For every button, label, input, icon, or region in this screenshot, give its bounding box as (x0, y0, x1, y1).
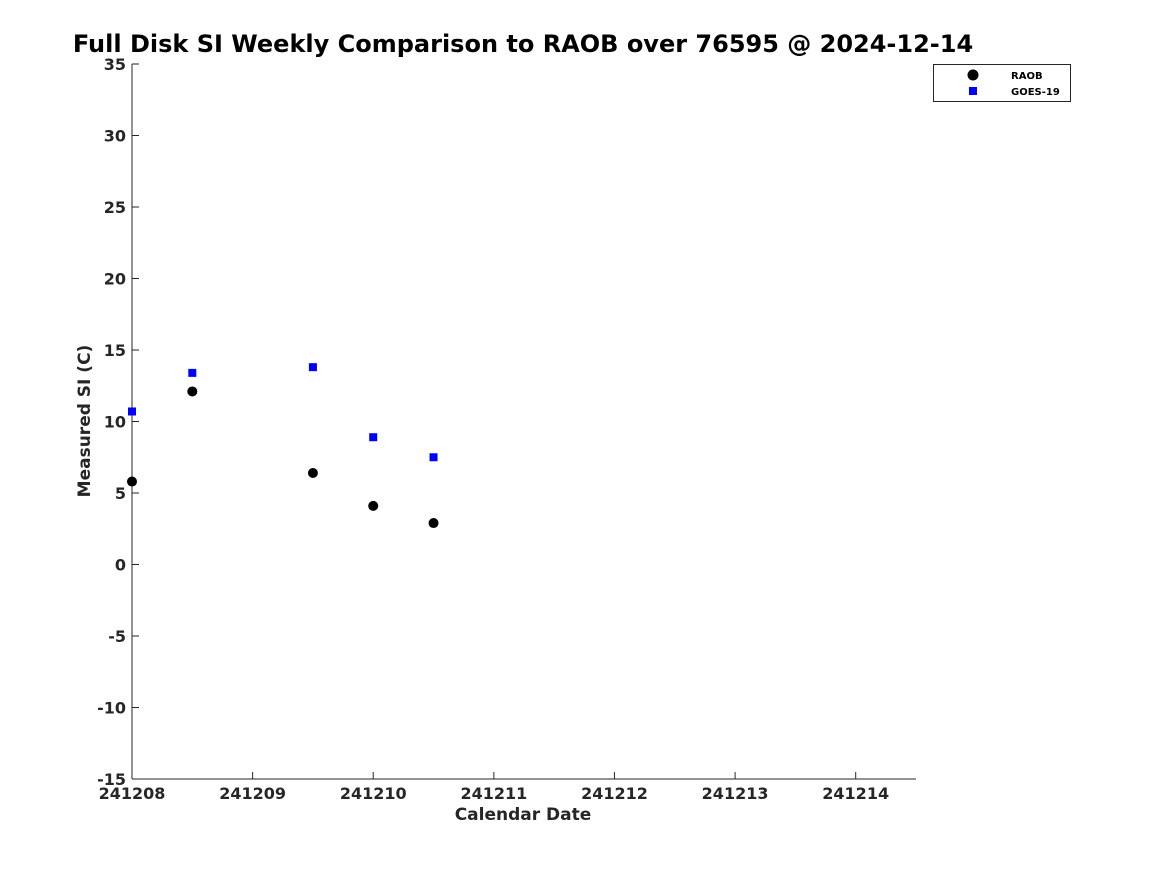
x-tick-label: 241213 (702, 784, 769, 803)
goes-19-point (429, 453, 438, 462)
y-ticks: -15 -10 -5 0 5 10 15 20 25 30 35 (97, 55, 139, 789)
x-ticks: 241208 241209 241210 241211 241212 241213 2412… (99, 772, 889, 803)
goes-19-point (128, 407, 136, 416)
y-tick-label: 35 (104, 55, 126, 74)
legend-marker-goes-19 (969, 87, 977, 95)
y-axis-label: Measured SI (C) (75, 345, 95, 498)
x-tick-label: 241214 (822, 784, 889, 803)
y-tick-label: 25 (104, 198, 126, 217)
plot-area (131, 64, 916, 780)
goes-19-point (369, 433, 378, 442)
legend: RAOB GOES-19 (933, 64, 1071, 102)
y-tick-label: -15 (97, 770, 126, 789)
x-tick-label: 241211 (460, 784, 527, 803)
raob-point (187, 386, 198, 397)
legend-label: RAOB (1011, 71, 1043, 82)
y-tick-label: -5 (108, 627, 126, 646)
y-tick-label: 20 (104, 270, 126, 289)
y-tick-label: 30 (104, 127, 126, 146)
raob-point (428, 518, 439, 529)
chart-title: Full Disk SI Weekly Comparison to RAOB o… (73, 30, 973, 58)
x-tick-label: 241212 (581, 784, 648, 803)
goes-19-point (188, 368, 197, 377)
legend-label: GOES-19 (1011, 87, 1060, 98)
raob-point (307, 467, 318, 478)
legend-box (933, 64, 1071, 102)
raob-point (127, 476, 137, 487)
legend-marker-raob (967, 69, 979, 81)
x-tick-label: 241210 (340, 784, 407, 803)
y-tick-label: 15 (104, 341, 126, 360)
x-tick-label: 241209 (219, 784, 286, 803)
goes-19-point (308, 363, 317, 372)
x-axis-label: Calendar Date (455, 805, 592, 825)
raob-point (368, 500, 379, 511)
y-tick-label: 5 (115, 484, 126, 503)
x-tick-label: 241208 (99, 784, 166, 803)
y-tick-label: -10 (97, 699, 126, 718)
y-tick-label: 0 (115, 556, 126, 575)
data-points (127, 363, 439, 529)
y-tick-label: 10 (104, 413, 126, 432)
